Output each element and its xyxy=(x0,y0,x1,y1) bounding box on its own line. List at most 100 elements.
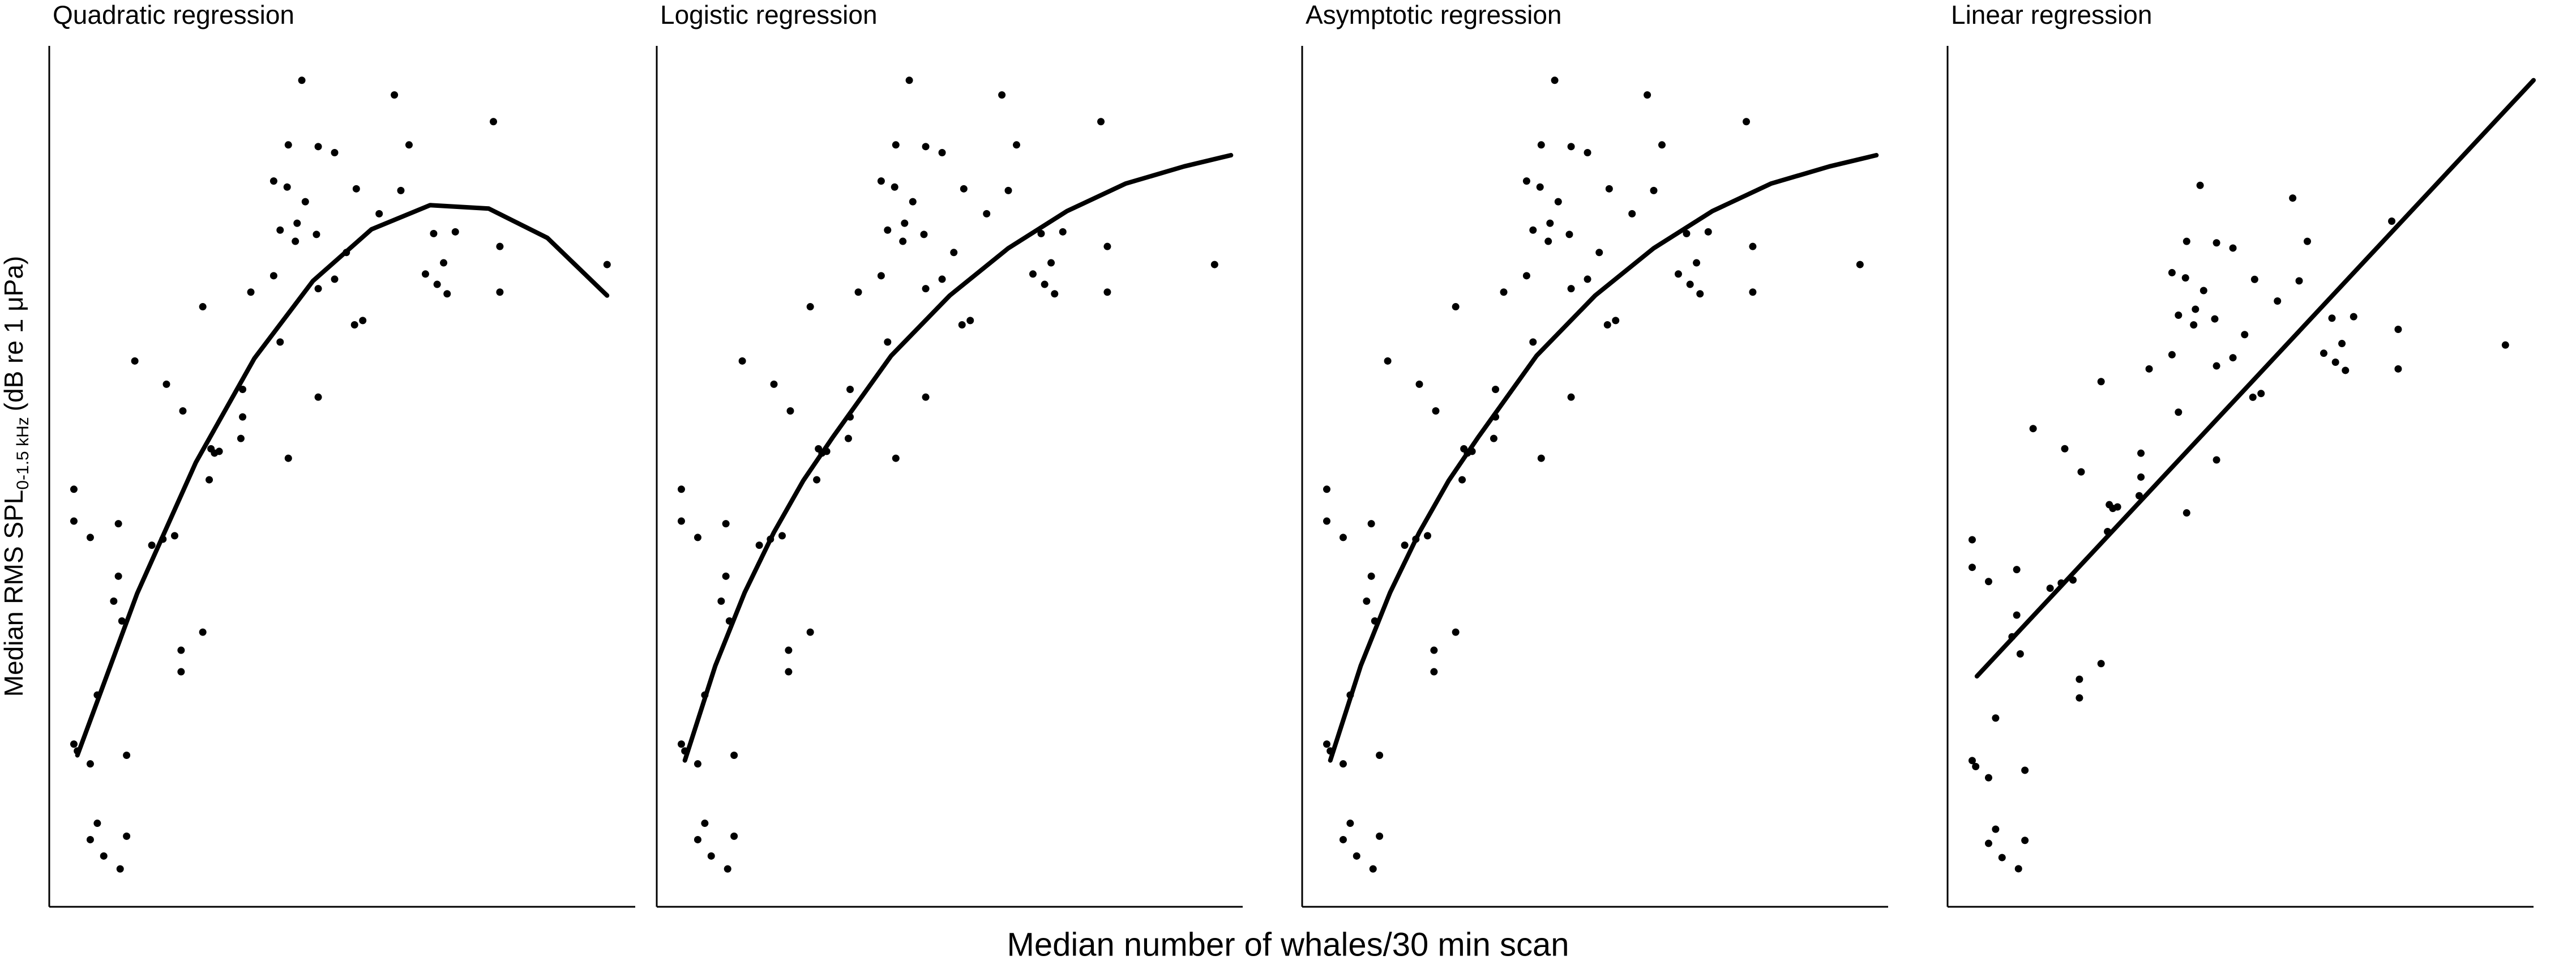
data-point xyxy=(70,740,78,748)
data-point xyxy=(1346,820,1354,827)
data-point xyxy=(2200,287,2207,295)
data-point xyxy=(892,454,900,462)
data-point xyxy=(770,380,778,388)
data-point xyxy=(846,385,854,393)
data-point xyxy=(496,288,504,296)
data-point xyxy=(2021,766,2029,774)
fit-curve xyxy=(1974,78,2536,679)
data-point xyxy=(2501,341,2509,349)
data-point xyxy=(1430,646,1438,654)
data-point xyxy=(786,407,794,415)
fit-curve xyxy=(75,203,610,758)
data-point xyxy=(1097,118,1105,126)
data-point xyxy=(1696,290,1704,298)
data-point xyxy=(694,534,701,541)
data-point xyxy=(162,380,170,388)
data-point xyxy=(1492,385,1500,393)
data-point xyxy=(1339,760,1347,768)
data-point xyxy=(2168,268,2176,276)
data-point xyxy=(1968,757,1976,765)
data-point xyxy=(677,740,685,748)
data-point xyxy=(1369,865,1377,873)
data-point xyxy=(276,338,284,346)
data-point xyxy=(1376,832,1384,840)
data-point xyxy=(114,520,122,528)
data-point xyxy=(707,852,715,860)
data-point xyxy=(722,572,730,580)
data-point xyxy=(1749,242,1757,250)
data-point xyxy=(1968,536,1976,544)
data-point xyxy=(283,183,291,191)
data-point xyxy=(1984,578,1992,586)
data-point xyxy=(2076,675,2083,683)
data-point xyxy=(920,231,928,238)
data-point xyxy=(730,832,738,840)
data-point xyxy=(1047,259,1055,267)
data-point xyxy=(405,141,413,149)
data-point xyxy=(1452,303,1460,311)
data-point xyxy=(2350,313,2357,321)
data-point xyxy=(1323,740,1330,748)
data-point xyxy=(1674,270,1682,278)
data-point xyxy=(1749,288,1757,296)
data-point xyxy=(2013,566,2021,574)
data-point xyxy=(2342,366,2350,374)
data-point xyxy=(2013,611,2021,619)
data-point xyxy=(100,852,108,860)
data-point xyxy=(2109,505,2117,513)
data-point xyxy=(2076,694,2083,702)
data-point xyxy=(960,185,968,193)
data-point xyxy=(2097,378,2105,386)
data-point xyxy=(397,186,405,194)
data-point xyxy=(905,76,913,84)
data-point xyxy=(2077,468,2085,476)
data-point xyxy=(70,517,78,525)
data-point xyxy=(1644,91,1651,99)
data-point xyxy=(1051,290,1059,298)
y-axis-label: Median RMS SPL0-1.5 kHz (dB re 1 μPa) xyxy=(0,256,32,697)
data-point xyxy=(1323,517,1330,525)
data-point xyxy=(785,646,793,654)
data-point xyxy=(2249,393,2257,401)
data-point xyxy=(352,185,360,193)
panel-title: Asymptotic regression xyxy=(1306,0,1562,29)
data-point xyxy=(1339,835,1347,843)
data-point xyxy=(877,177,885,185)
data-point xyxy=(1522,177,1530,185)
panel-title: Quadratic regression xyxy=(53,0,294,29)
data-point xyxy=(86,534,94,541)
data-point xyxy=(1536,183,1544,191)
data-point xyxy=(901,219,909,227)
data-point xyxy=(1529,338,1537,346)
data-point xyxy=(86,835,94,843)
data-point xyxy=(269,177,277,185)
data-point xyxy=(2257,390,2265,398)
data-point xyxy=(1432,407,1440,415)
data-point xyxy=(677,517,685,525)
data-point xyxy=(2046,585,2054,592)
data-point xyxy=(2338,340,2346,348)
data-point xyxy=(118,617,126,625)
data-point xyxy=(1584,148,1591,156)
data-point xyxy=(2394,326,2402,334)
data-point xyxy=(844,434,852,442)
data-point xyxy=(1500,288,1508,296)
data-point xyxy=(717,597,725,605)
data-point xyxy=(110,597,118,605)
y-label-sub: 0-1.5 kHz xyxy=(14,417,32,489)
data-point xyxy=(2183,237,2190,245)
data-point xyxy=(892,141,900,149)
data-point xyxy=(1415,380,1423,388)
data-point xyxy=(292,237,299,245)
data-point xyxy=(1554,198,1562,206)
data-point xyxy=(1743,118,1751,126)
data-point xyxy=(1103,288,1111,296)
data-point xyxy=(1856,261,1864,268)
data-point xyxy=(1998,854,2006,861)
data-point xyxy=(1628,210,1636,217)
data-point xyxy=(2388,217,2396,225)
data-point xyxy=(2229,354,2237,362)
data-point xyxy=(440,259,448,267)
data-point xyxy=(2213,456,2220,464)
data-point xyxy=(603,261,611,268)
